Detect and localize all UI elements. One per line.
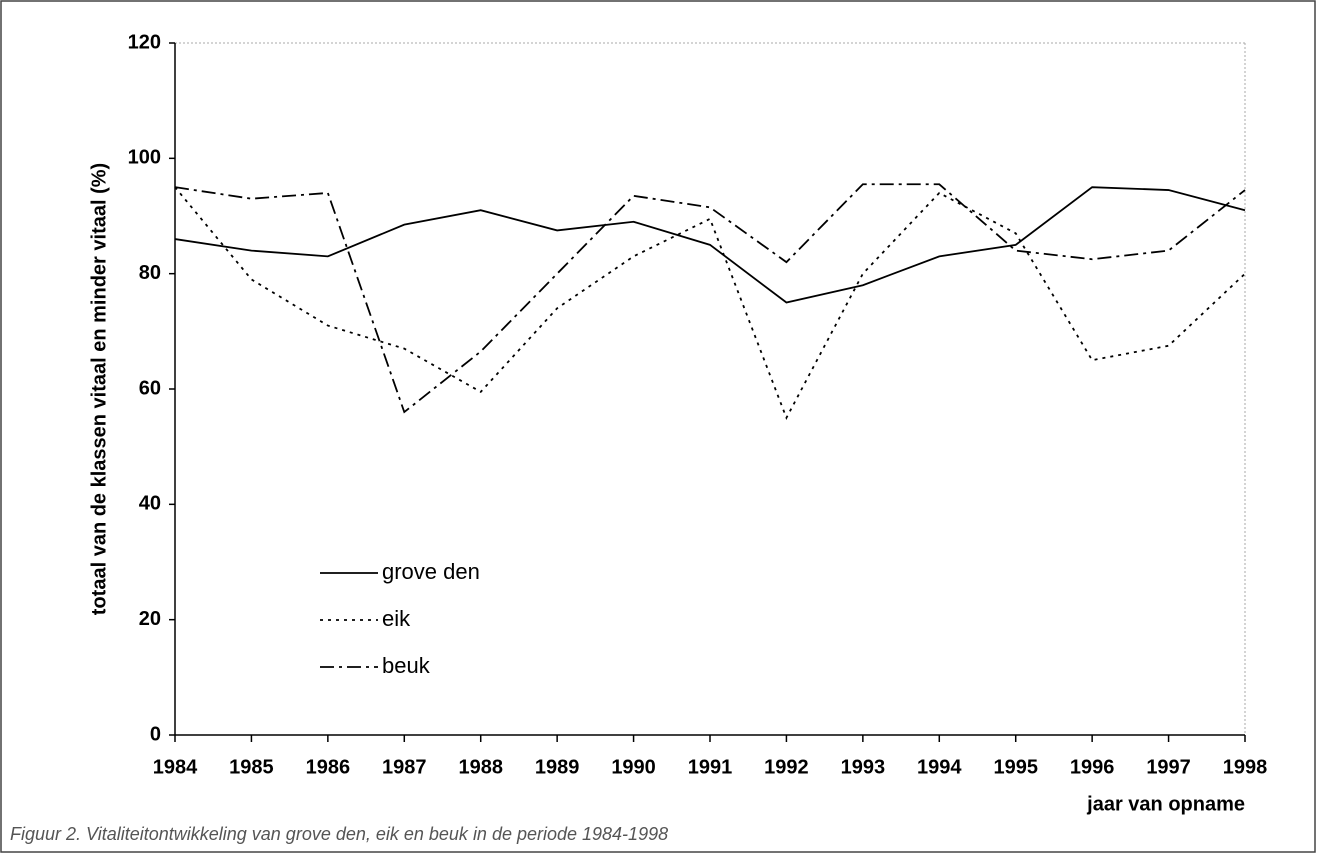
y-tick-label: 120	[128, 31, 161, 53]
x-tick-label: 1994	[917, 756, 962, 778]
x-tick-label: 1995	[993, 756, 1038, 778]
x-tick-label: 1998	[1223, 756, 1268, 778]
legend-label: eik	[382, 606, 411, 631]
caption: Figuur 2. Vitaliteitontwikkeling van gro…	[10, 824, 668, 844]
x-tick-label: 1987	[382, 756, 427, 778]
x-tick-label: 1996	[1070, 756, 1115, 778]
series-line	[174, 183, 1246, 414]
y-tick-label: 80	[139, 262, 161, 284]
x-tick-label: 1989	[535, 756, 580, 778]
legend-label: beuk	[382, 653, 431, 678]
y-tick-label: 20	[139, 608, 161, 630]
x-tick-label: 1991	[688, 756, 733, 778]
x-tick-label: 1992	[764, 756, 809, 778]
series-line	[174, 186, 1246, 304]
x-tick-label: 1997	[1146, 756, 1191, 778]
x-tick-label: 1984	[153, 756, 198, 778]
series-line	[174, 186, 1246, 421]
y-tick-label: 60	[139, 377, 161, 399]
y-tick-label: 0	[150, 723, 161, 745]
x-axis-label: jaar van opname	[1086, 793, 1245, 815]
y-tick-label: 100	[128, 147, 161, 169]
x-tick-label: 1993	[841, 756, 886, 778]
x-tick-label: 1986	[306, 756, 351, 778]
x-tick-label: 1988	[458, 756, 503, 778]
y-tick-label: 40	[139, 493, 161, 515]
x-tick-label: 1990	[611, 756, 656, 778]
x-tick-label: 1985	[229, 756, 274, 778]
legend-label: grove den	[382, 559, 480, 584]
y-axis-label: totaal van de klassen vitaal en minder v…	[88, 163, 110, 615]
